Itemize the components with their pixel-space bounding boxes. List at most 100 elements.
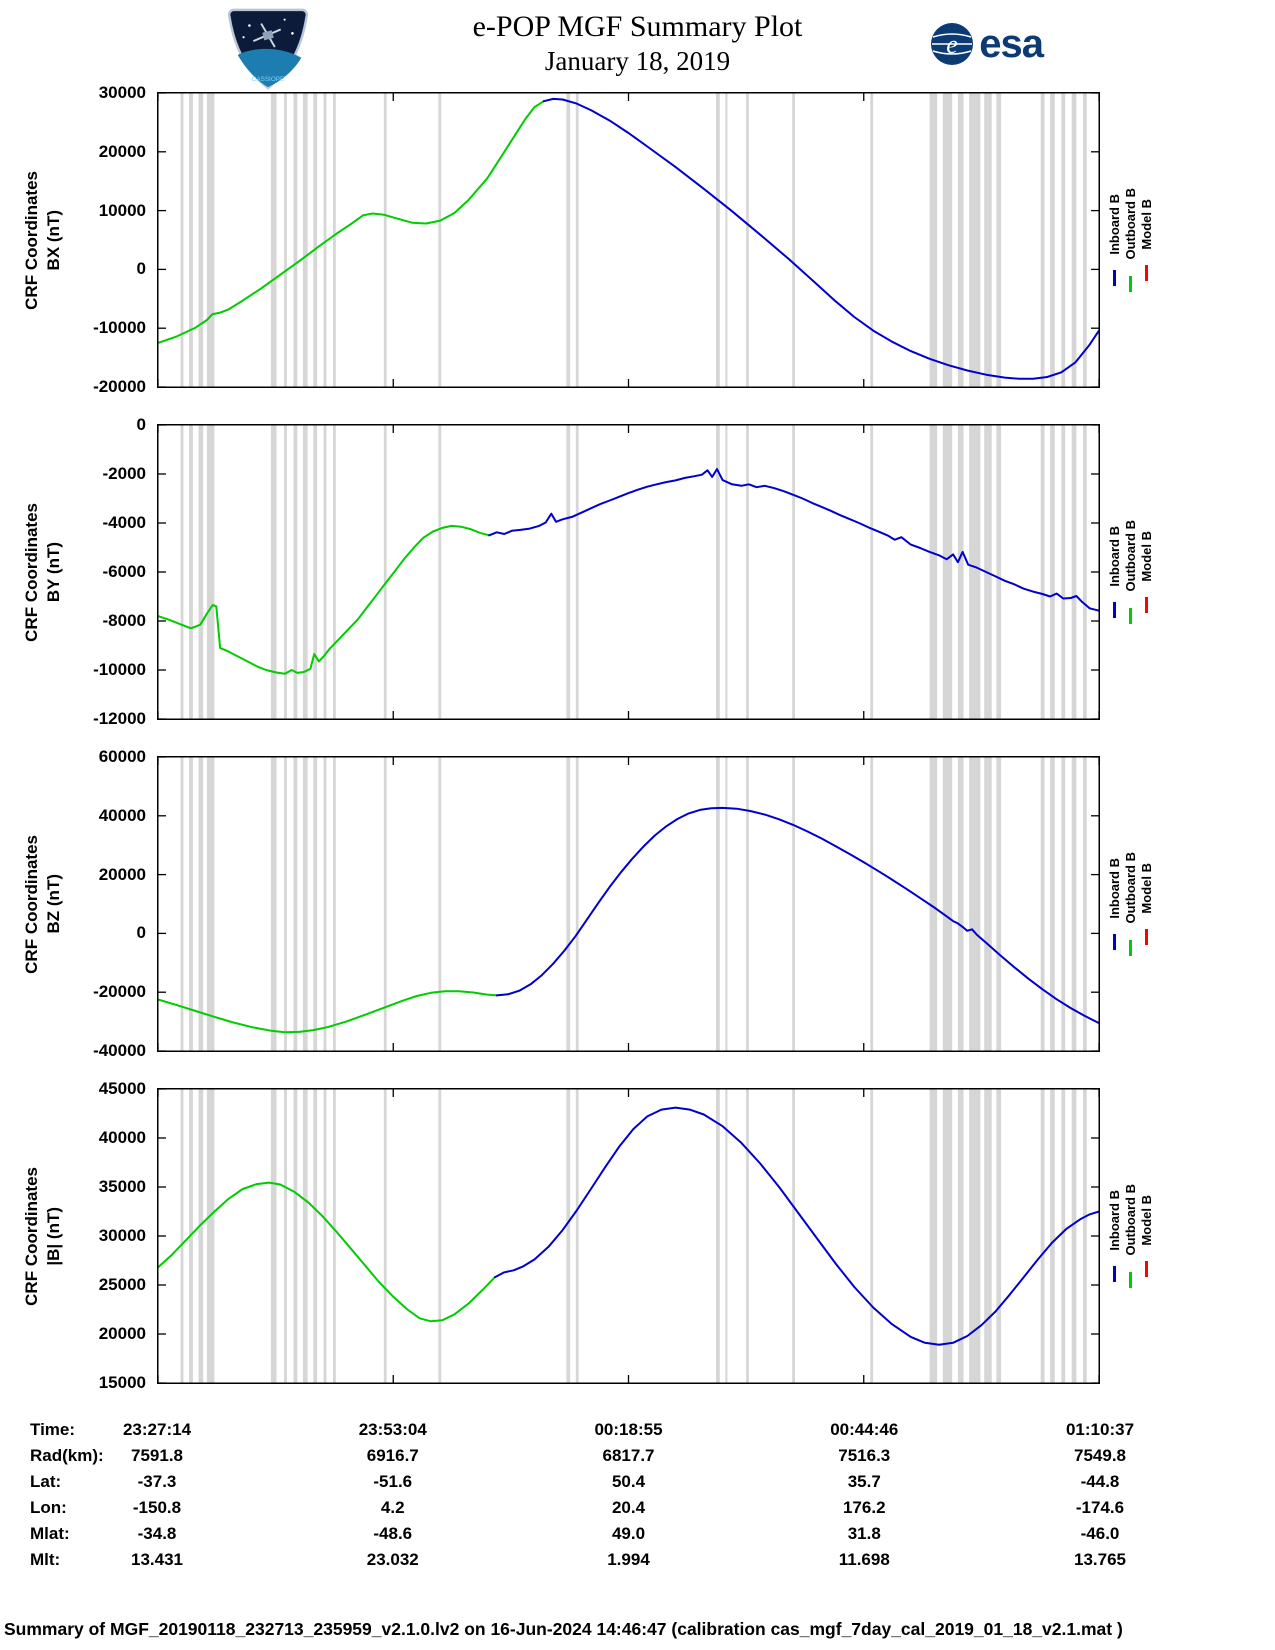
y-axis-tick-labels: 0 -2000 -4000 -6000 -8000 -10000 -12000 xyxy=(58,415,150,728)
data-gap-band xyxy=(1071,1089,1077,1383)
data-gap-band xyxy=(566,1089,571,1383)
data-gap-band xyxy=(996,93,1002,387)
legend-bmag: Inboard B Outboard B Model B xyxy=(1106,1088,1154,1384)
data-gap-band xyxy=(383,757,387,1051)
data-gap-band xyxy=(1083,1089,1087,1383)
data-gap-band xyxy=(1071,425,1077,719)
ephemeris-row-radkm: Rad(km): 7591.8 6916.7 6817.7 7516.3 7549.8 xyxy=(0,1446,1275,1472)
data-gap-band xyxy=(323,757,327,1051)
plot-border xyxy=(157,1088,1100,1384)
data-gap-band xyxy=(284,757,287,1051)
data-gap-band xyxy=(1071,93,1077,387)
data-gap-band xyxy=(313,1089,318,1383)
y-tick-label: 0 xyxy=(136,923,146,943)
data-gap-band xyxy=(323,93,327,387)
legend-line-sample xyxy=(1144,1261,1148,1278)
cassiope-mission-patch-icon: CASSIOPE xyxy=(224,4,312,92)
legend-item-outboard-b: Outboard B xyxy=(1122,520,1138,624)
legend-label: Model B xyxy=(1138,530,1154,582)
data-gap-band xyxy=(333,425,336,719)
legend-line-sample xyxy=(1144,929,1148,946)
legend-item-inboard-b: Inboard B xyxy=(1106,194,1122,287)
data-gap-band xyxy=(984,757,992,1051)
legend-line-sample xyxy=(1112,602,1116,619)
data-gap-band xyxy=(313,93,318,387)
legend-label: Outboard B xyxy=(1122,1184,1138,1256)
data-gap-band xyxy=(716,93,720,387)
y-tick-label: 10000 xyxy=(98,200,146,220)
title-block: e-POP MGF Summary Plot January 18, 2019 xyxy=(0,0,1275,77)
data-gap-band xyxy=(270,757,277,1051)
ephemeris-value: 20.4 xyxy=(611,1498,646,1517)
data-gap-band xyxy=(1083,425,1087,719)
data-gap-band xyxy=(929,757,938,1051)
data-gap-band xyxy=(575,757,579,1051)
data-gap-band xyxy=(716,757,720,1051)
data-gap-band xyxy=(957,425,964,719)
series-line-outboard-b xyxy=(157,990,498,1034)
data-gap-band xyxy=(957,757,964,1051)
ephemeris-row-label: Lon: xyxy=(30,1498,67,1517)
data-gap-band xyxy=(996,425,1002,719)
ephemeris-row-label: Rad(km): xyxy=(30,1446,104,1465)
legend-label: Outboard B xyxy=(1122,520,1138,592)
legend-bz: Inboard B Outboard B Model B xyxy=(1106,756,1154,1052)
ephemeris-value: 23.032 xyxy=(366,1550,419,1569)
data-gap-band xyxy=(293,93,298,387)
data-gap-band xyxy=(1061,757,1066,1051)
data-gap-band xyxy=(1061,93,1066,387)
data-gap-band xyxy=(725,93,728,387)
data-gap-band xyxy=(206,1089,215,1383)
y-tick-label: -10000 xyxy=(93,318,146,338)
data-gap-band xyxy=(792,425,795,719)
ephemeris-value: 00:44:46 xyxy=(830,1420,899,1439)
y-tick-label: 20000 xyxy=(98,1324,146,1343)
data-gap-band xyxy=(284,1089,287,1383)
data-gap-band xyxy=(792,1089,795,1383)
legend-item-model-b: Model B xyxy=(1138,199,1154,282)
data-gap-band xyxy=(746,425,749,719)
svg-text:e: e xyxy=(946,30,958,59)
legend-bx: Inboard B Outboard B Model B xyxy=(1106,92,1154,388)
ephemeris-value: -150.8 xyxy=(132,1498,182,1517)
data-gap-band xyxy=(313,757,318,1051)
ephemeris-value: 176.2 xyxy=(842,1498,886,1517)
data-gap-band xyxy=(313,425,318,719)
ephemeris-value: 50.4 xyxy=(611,1472,646,1491)
data-gap-band xyxy=(1061,425,1066,719)
ephemeris-row-lat: Lat: -37.3 -51.6 50.4 35.7 -44.8 xyxy=(0,1472,1275,1498)
summary-line: Summary of MGF_20190118_232713_235959_v2… xyxy=(4,1619,1123,1639)
ephemeris-row-label: Mlat: xyxy=(30,1524,70,1543)
y-tick-label: 15000 xyxy=(98,1373,146,1392)
data-gap-band xyxy=(1040,1089,1045,1383)
header: CASSIOPE e-POP MGF Summary Plot January … xyxy=(0,0,1275,92)
y-tick-label: -6000 xyxy=(102,562,146,581)
y-tick-label: 0 xyxy=(136,414,146,434)
ephemeris-value: -44.8 xyxy=(1080,1472,1120,1491)
ephemeris-value: 6916.7 xyxy=(366,1446,419,1465)
y-tick-label: 35000 xyxy=(98,1177,146,1196)
data-gap-band xyxy=(957,93,964,387)
data-gap-band xyxy=(206,757,215,1051)
data-gap-band xyxy=(333,93,336,387)
ephemeris-value: 23:27:14 xyxy=(122,1420,192,1439)
data-gap-band xyxy=(438,425,442,719)
ephemeris-row-lon: Lon: -150.8 4.2 20.4 176.2 -174.6 xyxy=(0,1498,1275,1524)
data-gap-band xyxy=(969,1089,981,1383)
legend-line-sample xyxy=(1112,1266,1116,1283)
data-gap-band xyxy=(180,1089,184,1383)
legend-label: Inboard B xyxy=(1106,1189,1122,1251)
data-gap-band xyxy=(1061,1089,1066,1383)
y-tick-label: 25000 xyxy=(98,1275,146,1294)
legend-line-sample xyxy=(1128,275,1132,292)
page-subtitle: January 18, 2019 xyxy=(544,46,731,76)
data-gap-band xyxy=(1071,757,1077,1051)
ephemeris-value: 7516.3 xyxy=(838,1446,891,1465)
data-gap-band xyxy=(293,425,298,719)
plot-area-by xyxy=(157,424,1100,720)
data-gap-band xyxy=(383,93,387,387)
legend-item-model-b: Model B xyxy=(1138,1195,1154,1278)
data-gap-band xyxy=(942,93,953,387)
data-gap-band xyxy=(984,93,992,387)
